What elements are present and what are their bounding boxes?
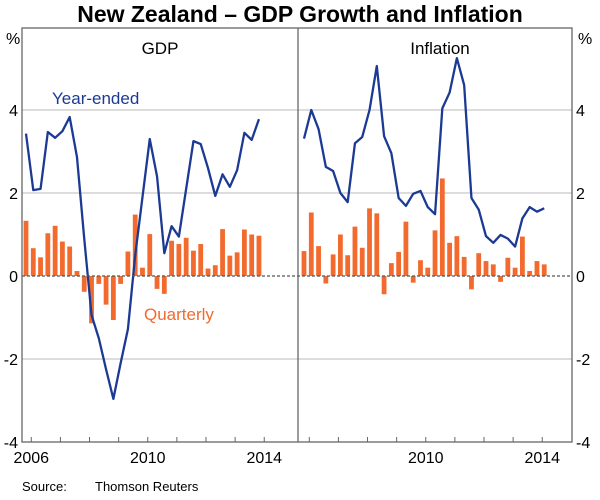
bar-quarterly [520,237,525,276]
bar-quarterly [53,226,58,276]
bar-quarterly [126,252,131,276]
bar-quarterly [367,208,372,276]
bar-quarterly [249,235,254,277]
y-unit-right: % [578,31,592,48]
bar-quarterly [227,256,232,276]
bar-quarterly [191,251,196,276]
bar-quarterly [316,246,321,276]
annotation-quarterly: Quarterly [144,305,214,324]
bar-quarterly [418,260,423,276]
bar-quarterly [491,264,496,276]
y-tick-label-right: 4 [576,103,585,120]
bar-quarterly [476,253,481,276]
bar-quarterly [484,261,489,276]
panel-title-gdp: GDP [142,39,179,58]
bar-quarterly [535,261,540,276]
bar-quarterly [353,227,358,276]
bar-quarterly [323,276,328,283]
bar-quarterly [527,271,532,276]
bar-quarterly [396,252,401,276]
bar-quarterly [302,251,307,276]
bar-quarterly [104,276,109,305]
bar-quarterly [389,263,394,276]
bar-quarterly [462,257,467,276]
line-year-ended [304,58,544,246]
bar-quarterly [309,213,314,276]
bar-quarterly [331,254,336,276]
bar-quarterly [257,236,262,276]
bar-quarterly [404,222,409,276]
bar-quarterly [111,276,116,320]
bar-quarterly [498,276,503,282]
y-tick-label-right: -4 [576,435,590,452]
bar-quarterly [206,269,211,276]
bar-quarterly [505,258,510,276]
bar-quarterly [198,244,203,276]
bar-quarterly [513,268,518,276]
bar-quarterly [411,276,416,283]
bar-quarterly [118,276,123,284]
y-tick-label-right: 2 [576,186,585,203]
bar-quarterly [82,276,87,292]
bar-quarterly [45,233,50,276]
y-tick-label-left: 4 [9,103,18,120]
bar-quarterly [469,276,474,289]
y-tick-label-left: 0 [9,269,18,286]
bar-quarterly [425,268,430,276]
bar-quarterly [140,268,145,276]
bar-quarterly [440,178,445,276]
y-unit-left: % [6,31,20,48]
bar-quarterly [374,213,379,276]
x-tick-label: 2014 [524,450,560,467]
bar-quarterly [542,264,547,276]
bar-quarterly [75,271,80,276]
bar-quarterly [169,241,174,276]
bar-quarterly [162,276,167,294]
bar-quarterly [447,243,452,276]
source-text: Thomson Reuters [95,479,199,494]
bar-quarterly [176,244,181,276]
x-tick-label: 2006 [13,450,49,467]
x-tick-label: 2010 [130,450,166,467]
bar-quarterly [454,236,459,276]
chart-title: New Zealand – GDP Growth and Inflation [77,1,523,27]
bar-quarterly [345,255,350,276]
bar-quarterly [155,276,160,289]
bar-quarterly [338,235,343,277]
bar-quarterly [60,242,65,276]
bar-quarterly [433,230,438,276]
bar-quarterly [38,257,43,276]
source-label: Source: [22,479,67,494]
x-tick-label: 2010 [408,450,444,467]
x-tick-label: 2014 [246,450,282,467]
y-tick-label-left: -2 [4,352,18,369]
bar-quarterly [235,252,240,276]
bar-quarterly [31,248,36,276]
bar-quarterly [242,230,247,276]
y-tick-label-left: 2 [9,186,18,203]
bar-quarterly [220,229,225,276]
bar-quarterly [184,238,189,276]
bar-quarterly [213,265,218,276]
bar-quarterly [382,276,387,294]
bar-quarterly [24,221,29,276]
bar-quarterly [147,234,152,276]
panel-title-inflation: Inflation [410,39,470,58]
bar-quarterly [96,276,101,284]
bar-quarterly [67,247,72,276]
annotation-year-ended: Year-ended [52,89,139,108]
bar-quarterly [360,248,365,276]
y-tick-label-right: 0 [576,269,585,286]
y-tick-label-right: -2 [576,352,590,369]
